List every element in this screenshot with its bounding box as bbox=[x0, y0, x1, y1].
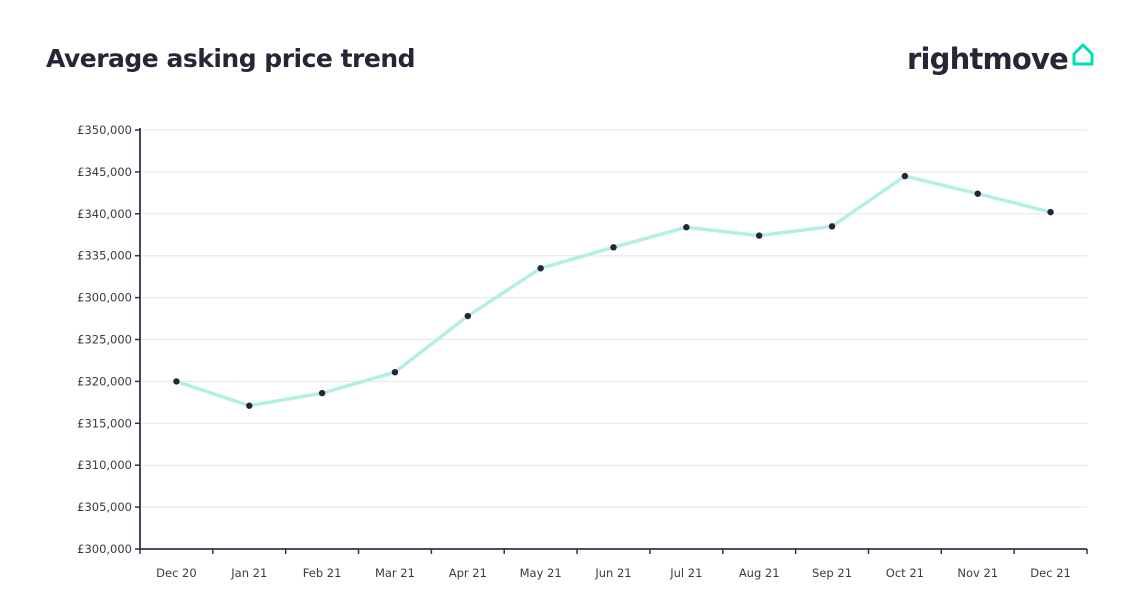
data-point bbox=[1047, 208, 1054, 216]
x-tick-label: May 21 bbox=[520, 566, 562, 580]
data-point bbox=[974, 190, 981, 197]
x-tick-label: Jan 21 bbox=[230, 566, 267, 580]
x-tick-label: Aug 21 bbox=[739, 566, 780, 580]
y-tick-label: £315,000 bbox=[77, 416, 132, 430]
y-tick-label: £340,000 bbox=[77, 207, 132, 221]
x-tick-label: Oct 21 bbox=[886, 566, 924, 580]
chart-title: Average asking price trend bbox=[46, 44, 416, 73]
y-tick-label: £310,000 bbox=[77, 458, 132, 472]
data-point bbox=[391, 368, 399, 376]
rightmove-logo: rightmove bbox=[907, 42, 1095, 76]
y-tick-label: £325,000 bbox=[77, 333, 132, 347]
y-tick-label: £350,000 bbox=[77, 123, 132, 137]
x-tick-label: Jun 21 bbox=[594, 566, 631, 580]
series-line bbox=[175, 174, 1052, 408]
x-tick-label: Dec 20 bbox=[156, 566, 197, 580]
logo-text: rightmove bbox=[907, 42, 1069, 76]
data-point bbox=[537, 265, 544, 272]
x-tick-label: Nov 21 bbox=[957, 566, 998, 580]
x-tick-label: Feb 21 bbox=[303, 566, 342, 580]
data-point bbox=[318, 389, 326, 397]
x-tick-label: Apr 21 bbox=[449, 566, 487, 580]
x-tick-label: Jul 21 bbox=[669, 566, 702, 580]
y-tick-label: £305,000 bbox=[77, 500, 132, 514]
x-tick-label: Mar 21 bbox=[375, 566, 415, 580]
data-point bbox=[246, 402, 253, 409]
x-tick-label: Dec 21 bbox=[1030, 566, 1071, 580]
y-tick-label: £320,000 bbox=[77, 374, 132, 388]
data-point bbox=[828, 223, 836, 230]
y-tick-label: £345,000 bbox=[77, 165, 132, 179]
data-point bbox=[901, 172, 909, 180]
house-outline-icon bbox=[1072, 43, 1094, 66]
y-tick-label: £300,000 bbox=[77, 542, 132, 556]
y-tick-label: £335,000 bbox=[77, 249, 132, 263]
y-tick-label: £300,000 bbox=[77, 291, 132, 305]
data-point bbox=[755, 232, 763, 239]
data-point bbox=[683, 224, 690, 231]
data-point bbox=[610, 244, 617, 251]
data-point bbox=[173, 378, 180, 385]
x-tick-label: Sep 21 bbox=[812, 566, 852, 580]
data-point bbox=[464, 312, 472, 320]
